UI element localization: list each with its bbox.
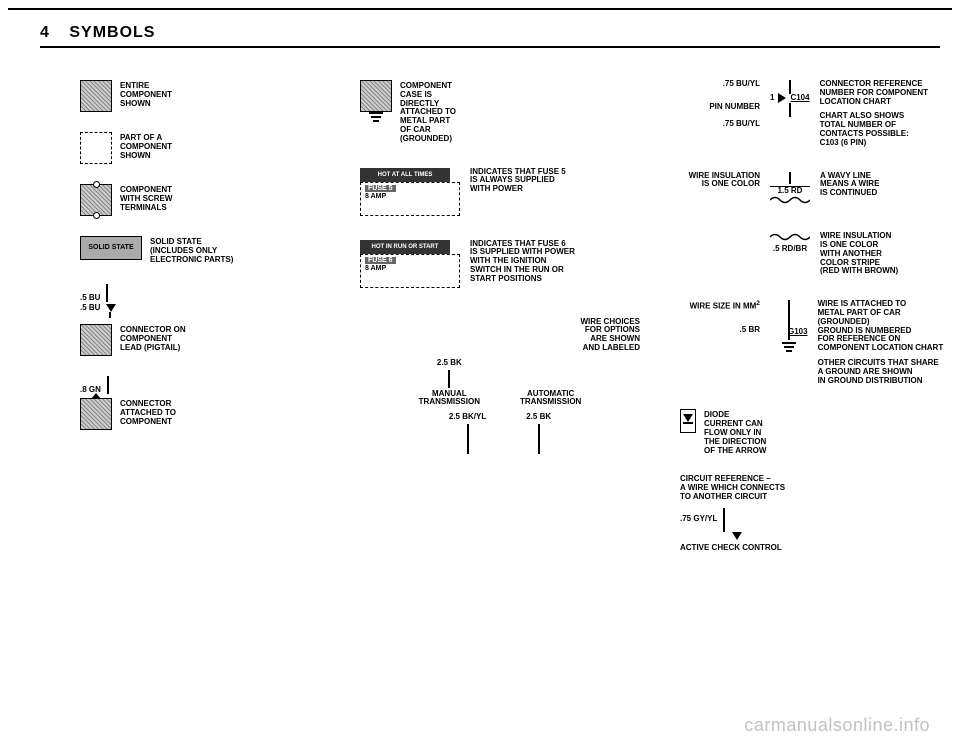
hot-run-start-label: HOT IN RUN OR START: [360, 240, 450, 254]
wire-label: .75 BU/YL: [680, 80, 760, 89]
wire-label: 2.5 BK/YL: [449, 412, 486, 421]
label: CONNECTOR ATTACHED TO COMPONENT: [120, 398, 176, 426]
wavy-line-icon: [770, 195, 810, 205]
sym-fuse6: HOT IN RUN OR START FUSE 6 8 AMP INDICAT…: [360, 240, 640, 288]
fuse-box: FUSE 5 8 AMP: [360, 182, 460, 216]
arrow-down-icon: [106, 304, 116, 312]
sq: 2: [756, 300, 760, 307]
wire-label: .75 BU/YL: [680, 120, 760, 129]
connector-pin-icon: 1 C104: [770, 80, 810, 148]
amp-label: 8 AMP: [365, 193, 386, 200]
wire-size-label: WIRE SIZE IN MM: [690, 302, 757, 311]
sym-wire-insulation: WIRE INSULATION IS ONE COLOR 1.5 RD A WA…: [680, 172, 960, 209]
fuse6-desc: INDICATES THAT FUSE 6 IS SUPPLIED WITH P…: [470, 240, 575, 284]
content-area: ENTIRE COMPONENT SHOWN PART OF A COMPONE…: [40, 80, 940, 726]
sym-connector-attached: CONNECTOR ATTACHED TO COMPONENT: [80, 398, 320, 430]
sym-fuse5: HOT AT ALL TIMES FUSE 5 8 AMP INDICATES …: [360, 168, 640, 216]
sym-ground: WIRE SIZE IN MM2 .5 BR G103 WIRE IS ATTA…: [680, 300, 960, 385]
box-icon: [360, 80, 392, 112]
wire-label: .5 BU: [80, 304, 100, 313]
sym-connector-reference: .75 BU/YL PIN NUMBER .75 BU/YL 1 C104 CO…: [680, 80, 960, 148]
label: CONNECTOR ON COMPONENT LEAD (PIGTAIL): [120, 324, 186, 352]
wire-stub-icon: [107, 376, 109, 394]
wire-stub-icon: [109, 312, 111, 318]
wire-label: 1.5 RD: [778, 186, 803, 195]
wavy-line-icon: [770, 232, 810, 242]
fuse5-desc: INDICATES THAT FUSE 5 IS ALWAYS SUPPLIED…: [470, 168, 566, 194]
sym-entire-component: ENTIRE COMPONENT SHOWN: [80, 80, 320, 112]
label: PART OF A COMPONENT SHOWN: [120, 132, 172, 160]
label: SOLID STATE (INCLUDES ONLY ELECTRONIC PA…: [150, 236, 233, 264]
fuse-label: FUSE 6: [365, 257, 396, 265]
wire-label: .5 BU: [80, 294, 100, 303]
page-title: SYMBOLS: [69, 24, 155, 41]
connector-box-icon: [80, 324, 112, 356]
sym-diode: DIODE CURRENT CAN FLOW ONLY IN THE DIREC…: [680, 409, 960, 455]
sym-circuit-reference: CIRCUIT REFERENCE – A WIRE WHICH CONNECT…: [680, 475, 960, 552]
arrow-down-icon: [732, 532, 742, 540]
connector-ref-desc: CONNECTOR REFERENCE NUMBER FOR COMPONENT…: [820, 80, 928, 106]
box-dashed-icon: [80, 132, 112, 164]
wire-label: 2.5 BK: [526, 412, 551, 421]
amp-label: 8 AMP: [365, 265, 386, 272]
chart-shows-desc: CHART ALSO SHOWS TOTAL NUMBER OF CONTACT…: [820, 112, 928, 147]
ground-icon: [368, 110, 384, 122]
auto-label: AUTOMATIC TRANSMISSION: [520, 390, 581, 408]
sym-wire-choices: WIRE CHOICES FOR OPTIONS ARE SHOWN AND L…: [360, 318, 640, 456]
column-2: COMPONENT CASE IS DIRECTLY ATTACHED TO M…: [360, 80, 640, 480]
wire-ins-label: WIRE INSULATION IS ONE COLOR: [680, 172, 760, 209]
ground-icon: [770, 340, 808, 352]
circuit-ref-desc: CIRCUIT REFERENCE – A WIRE WHICH CONNECT…: [680, 475, 960, 501]
connector-id: C104: [790, 94, 809, 103]
sym-connector-pigtail: CONNECTOR ON COMPONENT LEAD (PIGTAIL): [80, 324, 320, 356]
label: COMPONENT CASE IS DIRECTLY ATTACHED TO M…: [400, 80, 456, 144]
wire-stub-icon: [106, 284, 108, 302]
wire-choices-desc: WIRE CHOICES FOR OPTIONS ARE SHOWN AND L…: [460, 318, 640, 353]
page-number: 4: [40, 24, 49, 41]
wire-icon: [448, 370, 450, 388]
column-3: .75 BU/YL PIN NUMBER .75 BU/YL 1 C104 CO…: [680, 80, 960, 577]
wire-8gn-group: .8 GN: [80, 376, 320, 394]
manual-label: MANUAL TRANSMISSION: [419, 390, 480, 408]
active-check-label: ACTIVE CHECK CONTROL: [680, 544, 960, 553]
box-screw-icon: [80, 184, 112, 216]
page-header: 4 SYMBOLS: [40, 24, 940, 48]
watermark: carmanualsonline.info: [744, 715, 930, 736]
wire-label: .5 RD/BR: [773, 244, 807, 253]
hot-all-times-label: HOT AT ALL TIMES: [360, 168, 450, 182]
ground-desc: WIRE IS ATTACHED TO METAL PART OF CAR (G…: [818, 300, 944, 353]
pin-number-label: PIN NUMBER: [709, 102, 760, 111]
box-solid-icon: [80, 80, 112, 112]
stripe-desc: WIRE INSULATION IS ONE COLOR WITH ANOTHE…: [820, 232, 898, 276]
wire-icon: [467, 424, 469, 454]
wavy-desc: A WAVY LINE MEANS A WIRE IS CONTINUED: [820, 172, 879, 209]
wire-icon: [538, 424, 540, 454]
page-top-rule: [8, 8, 952, 18]
diode-icon: [680, 409, 696, 433]
label: COMPONENT WITH SCREW TERMINALS: [120, 184, 172, 212]
wire-label: 2.5 BK: [437, 358, 462, 367]
other-circuits-desc: OTHER CIRCUITS THAT SHARE A GROUND ARE S…: [818, 359, 944, 385]
wire-label: .5 BR: [680, 326, 760, 335]
label: ENTIRE COMPONENT SHOWN: [120, 80, 172, 108]
sym-solid-state: SOLID STATE SOLID STATE (INCLUDES ONLY E…: [80, 236, 320, 264]
wire-label: .75 GY/YL: [680, 515, 717, 524]
ground-id: G103: [788, 328, 808, 337]
fuse-box: FUSE 6 8 AMP: [360, 254, 460, 288]
pin-index: 1: [770, 94, 774, 103]
solid-state-box: SOLID STATE: [80, 236, 142, 260]
wire-5bu-group: .5 BU .5 BU: [80, 284, 320, 318]
sym-part-component: PART OF A COMPONENT SHOWN: [80, 132, 320, 164]
sym-wire-stripe: .5 RD/BR WIRE INSULATION IS ONE COLOR WI…: [680, 232, 960, 276]
sym-screw-terminals: COMPONENT WITH SCREW TERMINALS: [80, 184, 320, 216]
wire-icon: [723, 508, 725, 532]
sym-component-case-grounded: COMPONENT CASE IS DIRECTLY ATTACHED TO M…: [360, 80, 640, 144]
column-1: ENTIRE COMPONENT SHOWN PART OF A COMPONE…: [80, 80, 320, 450]
diode-desc: DIODE CURRENT CAN FLOW ONLY IN THE DIREC…: [704, 409, 766, 455]
fuse-label: FUSE 5: [365, 185, 396, 193]
wire-icon: [789, 172, 791, 184]
connector-box-icon: [80, 398, 112, 430]
